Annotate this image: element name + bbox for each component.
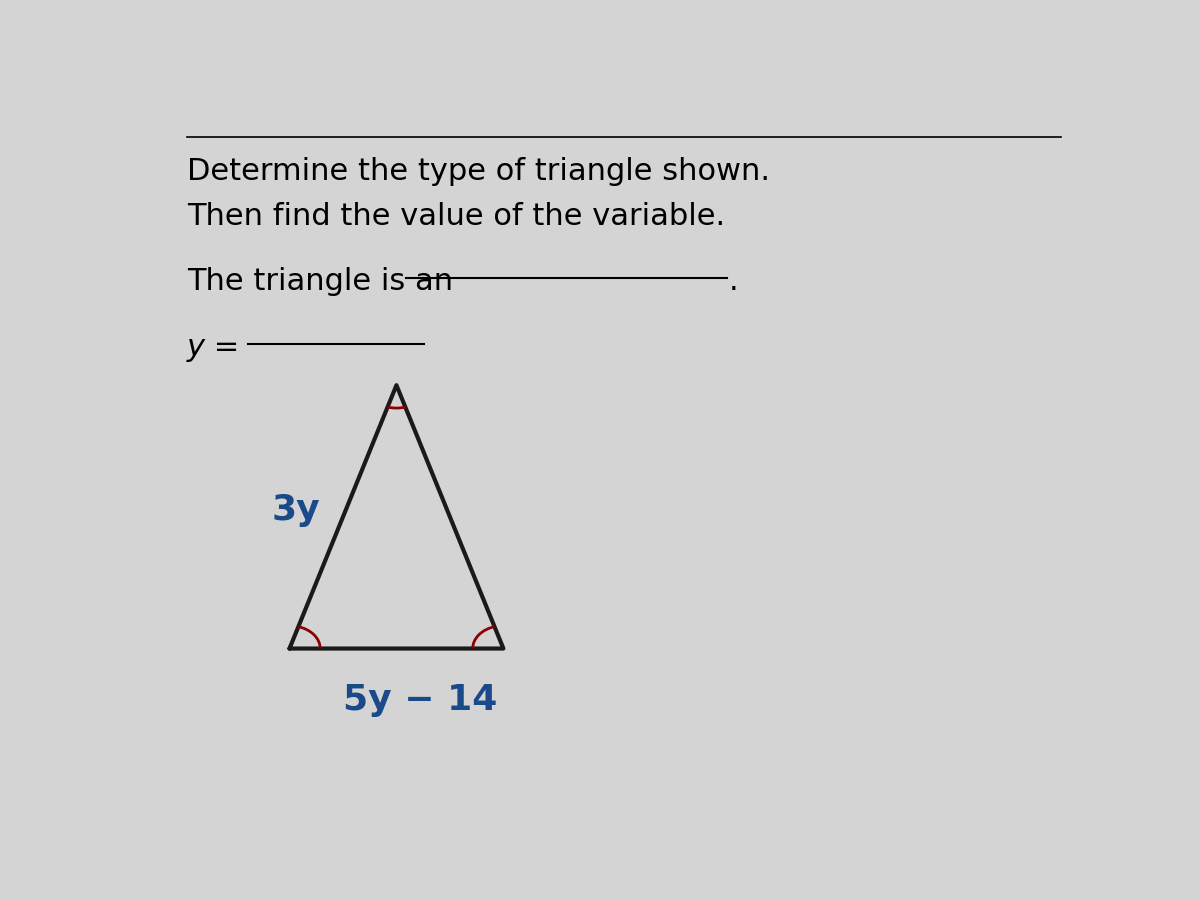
Text: Determine the type of triangle shown.: Determine the type of triangle shown. — [187, 157, 770, 185]
Text: Then find the value of the variable.: Then find the value of the variable. — [187, 202, 725, 230]
Text: The triangle is an: The triangle is an — [187, 267, 454, 296]
Text: .: . — [728, 267, 738, 296]
Text: 3y: 3y — [271, 493, 319, 526]
Text: 5y − 14: 5y − 14 — [342, 683, 497, 717]
Text: y =: y = — [187, 333, 240, 362]
